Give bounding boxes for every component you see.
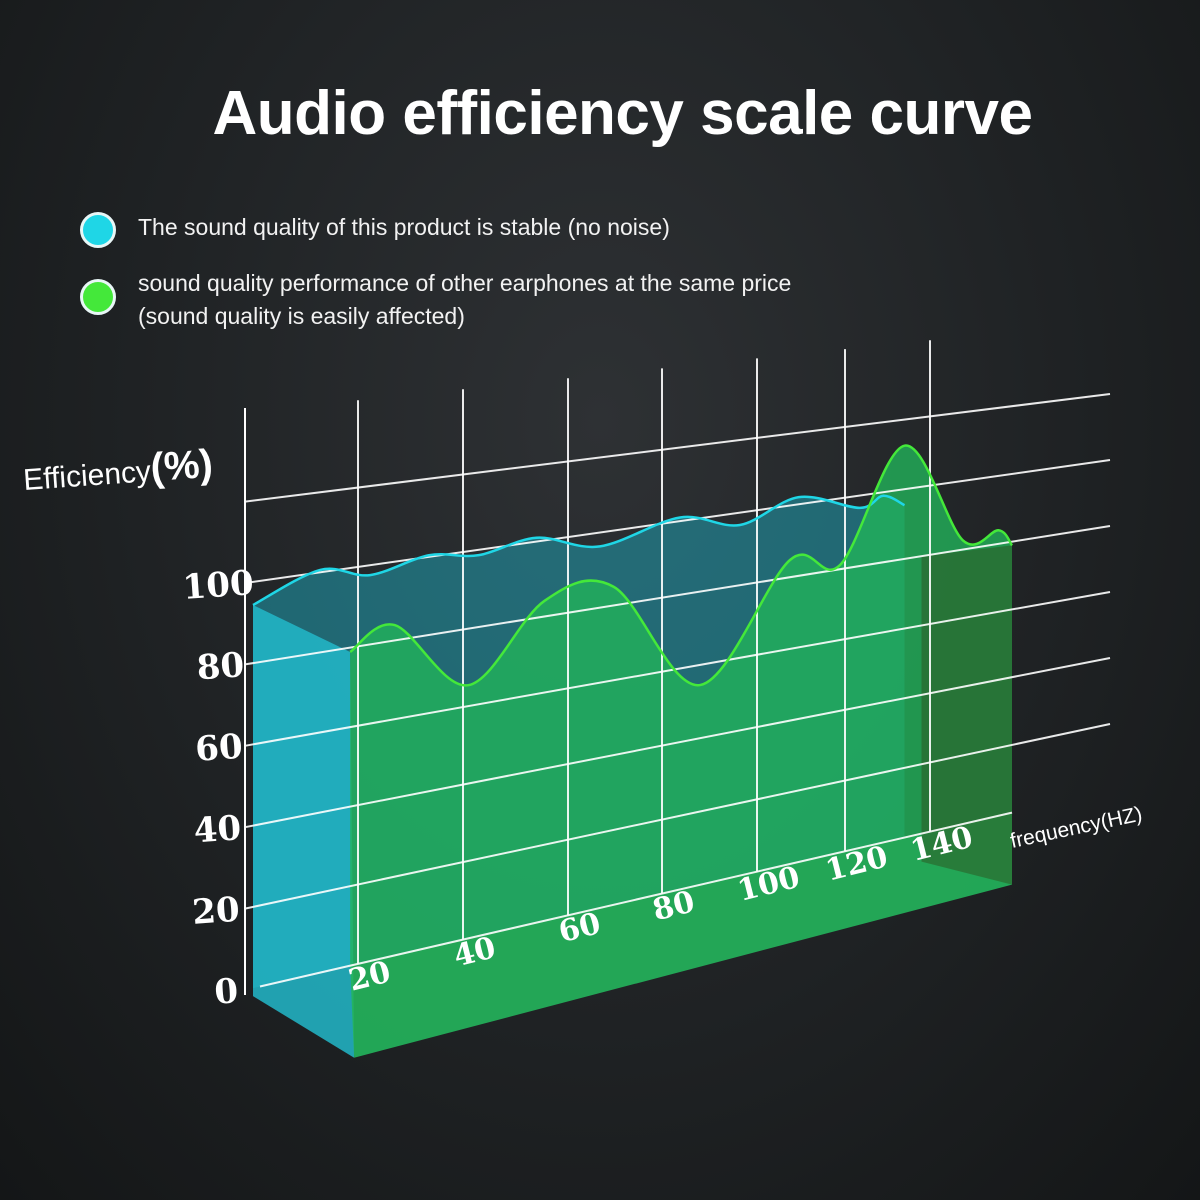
gridline-horizontal (244, 591, 1111, 747)
gridline-horizontal (244, 393, 1111, 503)
y-tick-label: 100 (181, 563, 255, 608)
x-axis-label: frequency(HZ) (1008, 802, 1144, 852)
area-others (350, 445, 1012, 966)
line-product (252, 494, 906, 607)
area-others-shade (921, 545, 1012, 885)
y-tick-label: 0 (213, 971, 239, 1013)
legend-label-line: sound quality performance of other earph… (138, 270, 792, 296)
area-product-side-face (253, 605, 355, 1058)
gridline-horizontal (244, 459, 1111, 584)
gridline-horizontal (244, 657, 1111, 829)
legend-label-line: (sound quality is easily affected) (138, 303, 465, 329)
y-axis-label-unit: (%) (149, 442, 214, 490)
gridline-horizontal (259, 811, 1013, 988)
gridline-horizontal (244, 525, 1111, 666)
legend-swatch-green (80, 279, 116, 315)
legend-item-others: sound quality performance of other earph… (80, 267, 791, 333)
legend-swatch-cyan (80, 212, 116, 248)
line-others (349, 444, 1014, 687)
chart-title: Audio efficiency scale curve (212, 79, 1033, 148)
y-tick-label: 20 (191, 890, 241, 933)
y-tick-label: 40 (192, 808, 242, 851)
legend-item-product: The sound quality of this product is sta… (80, 212, 670, 248)
y-tick-label: 80 (195, 645, 245, 688)
legend-label: sound quality performance of other earph… (138, 267, 791, 333)
y-tick-label: 60 (194, 727, 244, 770)
legend-label: The sound quality of this product is sta… (138, 214, 670, 240)
gridline-horizontal (244, 723, 1111, 910)
area-others-front-face (350, 812, 1012, 1058)
y-axis-label: Efficiency(%) (22, 442, 215, 499)
y-axis-label-text: Efficiency (22, 455, 152, 497)
